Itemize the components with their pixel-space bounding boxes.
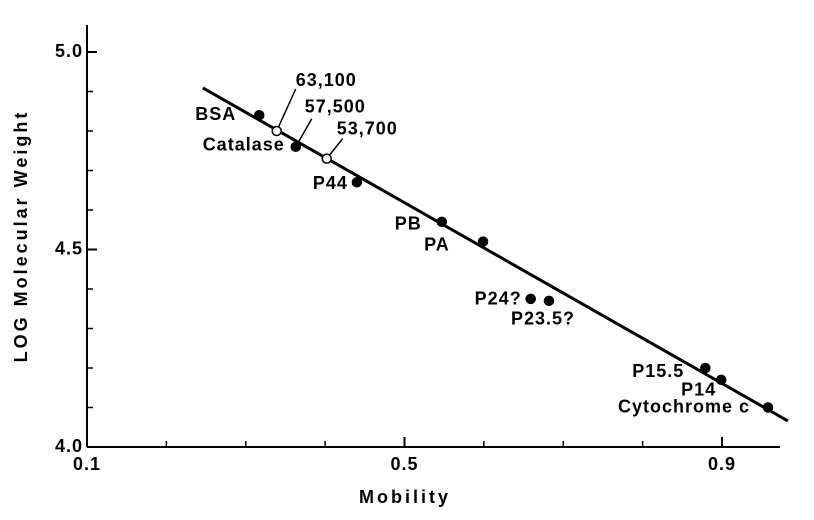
data-point <box>543 295 555 307</box>
x-tick-label: 0.5 <box>390 454 418 474</box>
x-tick-label: 0.9 <box>708 454 736 474</box>
leader-line <box>295 118 313 148</box>
data-point <box>290 141 302 153</box>
point-label: BSA <box>195 104 236 124</box>
point-label: PB <box>395 214 422 234</box>
x-tick-label: 0.1 <box>73 454 101 474</box>
data-point <box>321 153 332 164</box>
y-tick-label: 4.5 <box>55 238 83 258</box>
point-label: 57,500 <box>305 97 366 117</box>
point-label: P24? <box>475 289 522 309</box>
y-tick-label: 5.0 <box>55 41 83 61</box>
data-point <box>477 236 489 247</box>
point-label: 53,700 <box>337 118 398 138</box>
fit-line <box>202 86 789 423</box>
data-point <box>762 402 774 413</box>
leader-line <box>276 88 297 132</box>
data-point <box>525 293 536 305</box>
data-point <box>271 125 282 137</box>
point-label: P23.5? <box>511 309 575 329</box>
point-label: P14 <box>681 380 716 400</box>
point-label: Cytochrome c <box>618 396 750 416</box>
point-label: PA <box>424 234 450 254</box>
point-label: P44 <box>313 173 348 193</box>
data-point <box>351 177 363 188</box>
point-label: P15.5 <box>632 361 684 381</box>
point-label: Catalase <box>203 135 285 155</box>
data-point <box>253 109 265 121</box>
y-tick-label: 4.0 <box>55 436 83 456</box>
data-point <box>700 362 711 374</box>
data-point <box>436 216 448 228</box>
y-axis-label: LOG Molecular Weight <box>11 110 31 363</box>
x-axis-label: Mobility <box>359 487 451 507</box>
point-label: 63,100 <box>296 70 357 90</box>
data-point <box>715 374 727 386</box>
